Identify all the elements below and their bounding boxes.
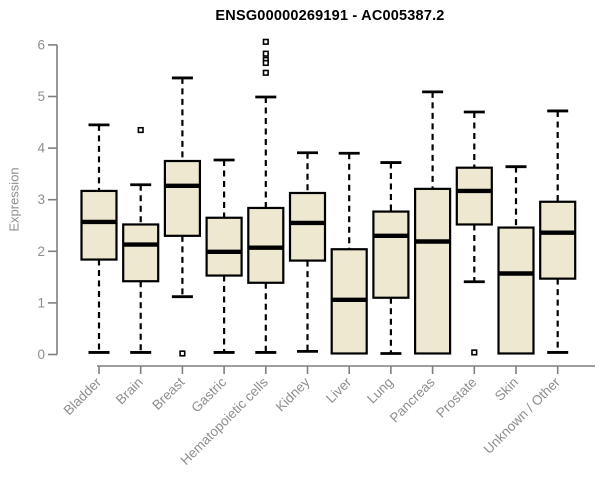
boxplot-group-hematopoietic-cells <box>247 38 285 354</box>
x-axis-category-label: Brain <box>113 375 146 408</box>
boxplot-group-brain <box>122 126 160 354</box>
boxplot-group-liver <box>330 151 368 355</box>
outlier-point <box>179 350 186 357</box>
boxplot-group-gastric <box>205 158 243 354</box>
x-axis-category-label: Unknown / Other <box>481 374 564 457</box>
y-axis-tick-label: 6 <box>37 37 45 52</box>
boxplot-group-bladder <box>80 123 118 354</box>
box-rect <box>414 187 452 355</box>
box-rect <box>80 189 118 261</box>
box-rect <box>288 191 327 262</box>
x-axis-category-label: Prostate <box>433 375 479 421</box>
chart-title: ENSG00000269191 - AC005387.2 <box>215 8 445 24</box>
x-axis-category-label: Skin <box>492 375 521 404</box>
x-axis-category-label: Bladder <box>61 374 105 418</box>
boxplot-group-pancreas <box>414 90 452 355</box>
y-axis-tick-label: 1 <box>37 295 45 310</box>
x-axis-category-label: Liver <box>323 374 355 406</box>
boxplot-group-skin <box>497 165 535 355</box>
x-axis-category-label: Pancreas <box>387 374 438 425</box>
box-rect <box>122 223 160 283</box>
box-rect <box>372 210 410 299</box>
boxplot-group-unknown-other <box>539 109 577 354</box>
y-axis-tick-label: 4 <box>37 141 45 156</box>
outlier-point <box>262 59 269 67</box>
outlier-point <box>262 69 269 76</box>
boxplot-group-lung <box>372 161 410 355</box>
y-axis-tick-label: 3 <box>37 192 45 207</box>
box-rect <box>163 159 201 237</box>
box-rect <box>497 226 535 355</box>
x-axis-category-label: Kidney <box>273 374 313 414</box>
boxplot-group-kidney <box>288 151 327 353</box>
x-axis-category-label: Lung <box>364 375 396 407</box>
box-rect <box>455 166 493 226</box>
outlier-point <box>262 50 269 57</box>
box-rect <box>247 206 285 284</box>
x-axis-category-label: Breast <box>149 374 187 412</box>
box-rect <box>539 200 577 280</box>
outlier-point <box>262 38 269 45</box>
box-rect <box>205 216 243 277</box>
boxplot-group-breast <box>163 76 201 357</box>
boxplot-group-prostate <box>455 110 493 356</box>
y-axis-tick-label: 0 <box>37 347 45 362</box>
x-axis-category-label: Gastric <box>188 374 229 415</box>
outlier-point <box>137 126 144 134</box>
y-axis-tick-label: 2 <box>37 244 45 259</box>
outlier-point <box>471 349 478 356</box>
y-axis-tick-label: 5 <box>37 89 45 104</box>
